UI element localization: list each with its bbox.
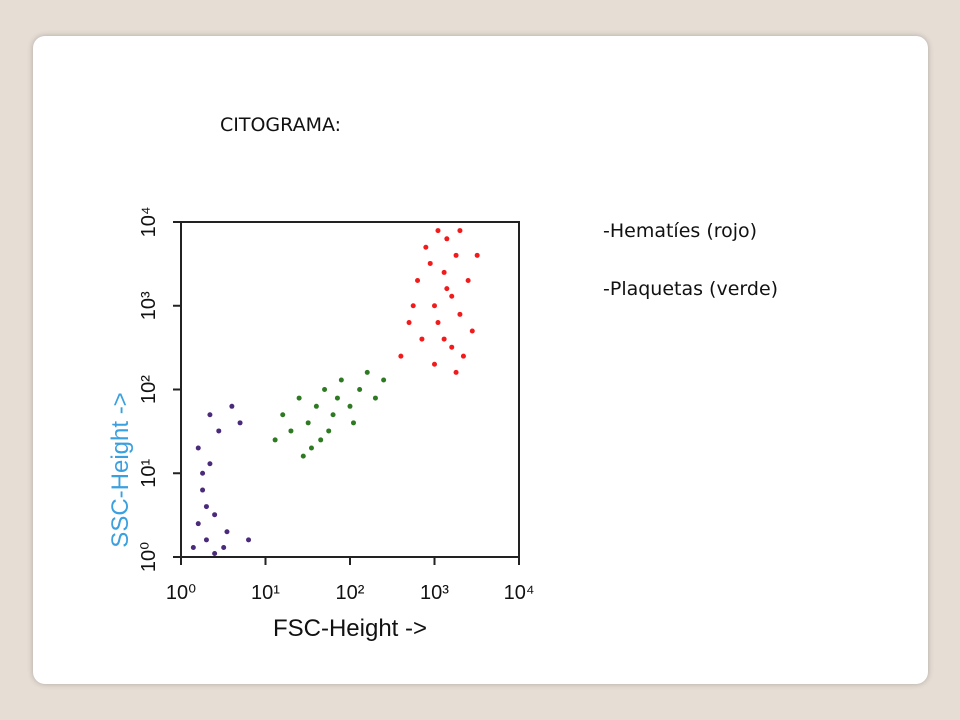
- data-point: [457, 311, 463, 317]
- data-point: [272, 437, 278, 443]
- data-point: [308, 445, 314, 451]
- data-point: [432, 303, 437, 309]
- y-tick-label: 10²: [138, 375, 160, 404]
- data-point: [435, 228, 441, 234]
- plot-frame: [180, 221, 520, 558]
- data-point: [449, 344, 455, 350]
- data-point: [207, 461, 213, 467]
- x-axis-label: FSC-Height ->: [273, 615, 427, 642]
- data-point: [216, 428, 222, 434]
- data-point: [357, 387, 363, 392]
- data-point: [441, 336, 447, 342]
- y-tick-label: 10³: [138, 291, 160, 320]
- data-point: [410, 303, 416, 309]
- data-point: [441, 269, 447, 275]
- data-point: [469, 328, 475, 334]
- data-point: [296, 395, 302, 401]
- data-point: [334, 395, 340, 401]
- data-point: [195, 445, 201, 451]
- data-point: [318, 437, 324, 443]
- data-point: [203, 504, 209, 510]
- data-point: [398, 353, 404, 359]
- data-point: [212, 512, 218, 518]
- data-point: [221, 544, 227, 550]
- data-point: [415, 278, 421, 284]
- data-point: [305, 420, 311, 426]
- data-point: [190, 544, 196, 550]
- data-point: [406, 320, 412, 326]
- data-point: [449, 293, 455, 299]
- data-point: [453, 369, 459, 375]
- data-point: [427, 260, 433, 266]
- x-tick-label: 10⁴: [504, 582, 535, 604]
- data-point: [200, 487, 206, 493]
- data-point: [195, 521, 201, 527]
- data-point: [300, 453, 306, 459]
- y-tick-label: 10⁴: [138, 207, 160, 238]
- data-point: [200, 470, 206, 476]
- x-tick-label: 10¹: [251, 582, 280, 604]
- data-point: [474, 252, 480, 258]
- data-point: [435, 320, 441, 326]
- data-point: [224, 529, 230, 535]
- data-point: [465, 278, 471, 284]
- data-point: [280, 412, 286, 418]
- x-tick-label: 10²: [336, 582, 365, 604]
- data-point: [364, 369, 370, 375]
- data-point: [350, 420, 356, 426]
- data-point: [460, 353, 466, 359]
- data-point: [338, 377, 344, 383]
- data-point: [444, 236, 450, 242]
- data-point: [372, 395, 378, 401]
- data-point: [347, 403, 353, 409]
- data-point: [313, 403, 319, 409]
- x-tick-label: 10³: [420, 582, 449, 604]
- x-tick-label: 10⁰: [166, 582, 196, 604]
- legend-note: -Plaquetas (verde): [603, 278, 779, 300]
- slide-heading: CITOGRAMA:: [220, 114, 342, 136]
- data-point: [419, 336, 425, 342]
- data-point: [229, 403, 235, 409]
- data-point: [207, 412, 213, 418]
- y-tick-label: 10¹: [138, 458, 160, 487]
- legend-note: -Hematíes (rojo): [603, 220, 758, 242]
- data-point: [246, 537, 252, 543]
- y-tick-label: 10⁰: [138, 542, 160, 572]
- data-point: [330, 412, 336, 418]
- data-point: [326, 428, 332, 434]
- data-point: [322, 387, 328, 392]
- data-point: [423, 244, 429, 250]
- data-point: [432, 361, 437, 367]
- y-axis-label: SSC-Height ->: [107, 392, 134, 547]
- data-point: [212, 551, 218, 557]
- data-point: [457, 228, 463, 234]
- data-point: [444, 286, 450, 292]
- data-point: [453, 252, 459, 258]
- data-point: [237, 420, 243, 426]
- data-point: [288, 428, 294, 434]
- data-point: [203, 537, 209, 543]
- data-point: [381, 377, 387, 383]
